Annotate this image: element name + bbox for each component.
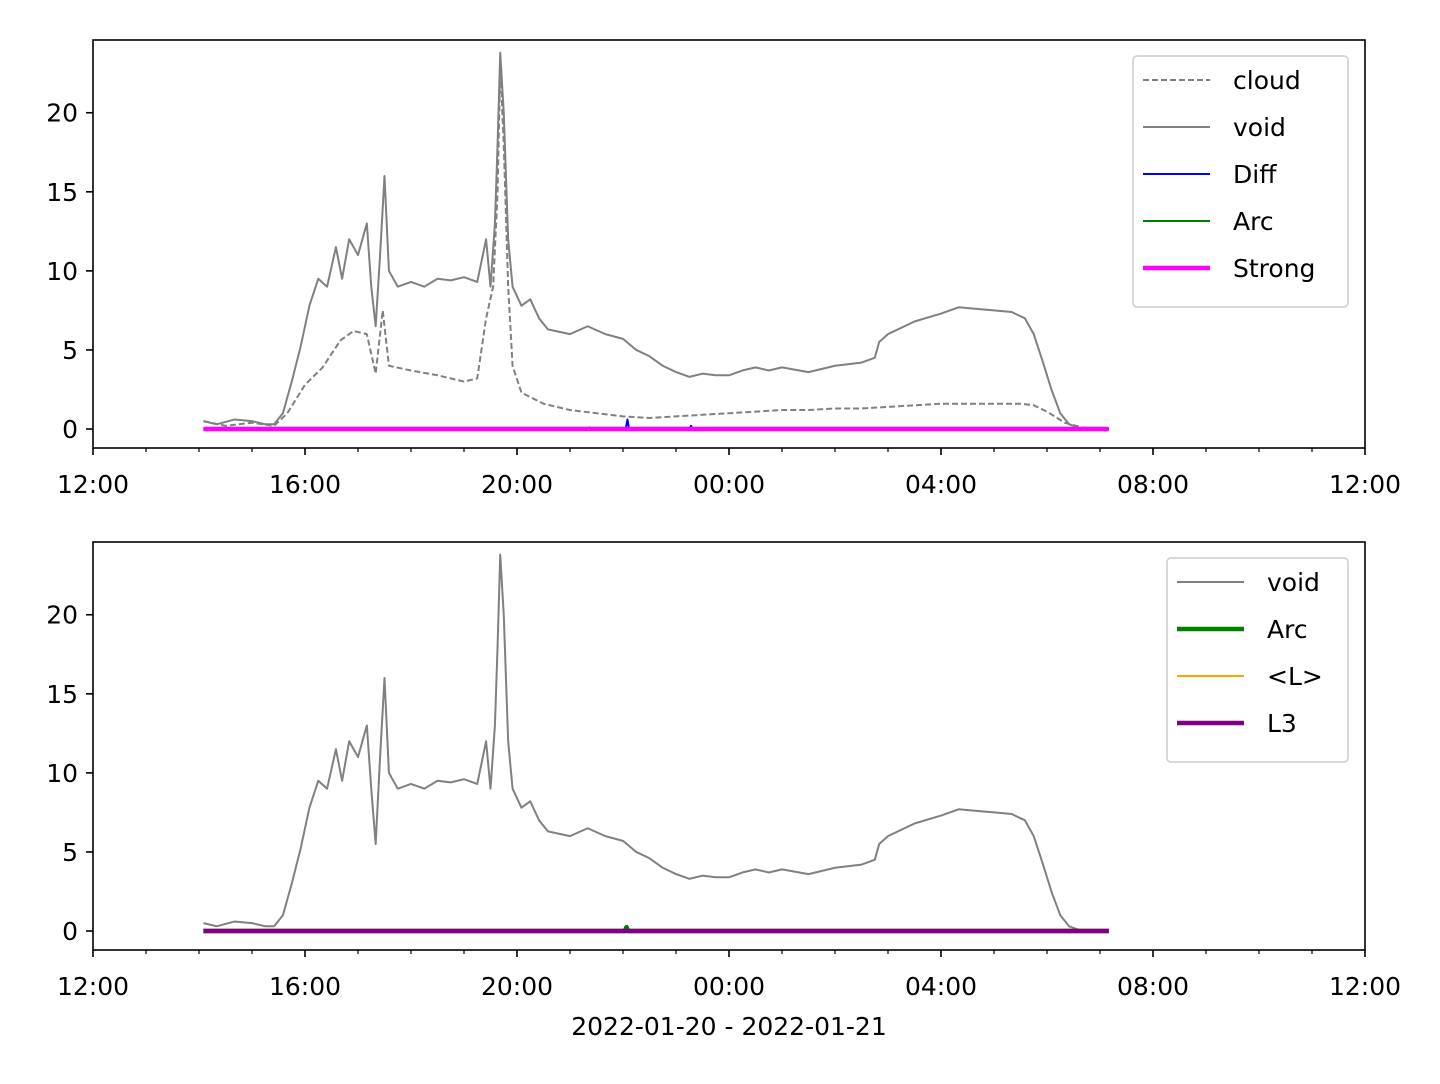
x-tick-label: 12:00 — [57, 470, 129, 499]
x-tick-label: 16:00 — [269, 470, 341, 499]
y-tick-label: 5 — [62, 838, 78, 867]
x-tick-label: 16:00 — [269, 972, 341, 1001]
bottom-panel: 0 5 10 15 20 12:00 16:00 20:00 00:00 04:00 08:00 12… — [46, 541, 1401, 1001]
y-tick-label: 15 — [46, 178, 78, 207]
y-tick-label: 15 — [46, 680, 78, 709]
legend-label: Strong — [1233, 254, 1315, 283]
y-tick-label: 0 — [62, 917, 78, 946]
y-tick-label: 10 — [46, 257, 78, 286]
top-panel: 0 5 10 15 20 12:00 16:00 20:00 00:00 04:00 08:00 12… — [46, 39, 1401, 499]
x-tick-label: 20:00 — [481, 470, 553, 499]
y-tick-label: 20 — [46, 601, 78, 630]
legend-label: void — [1233, 113, 1286, 142]
legend: void Arc <L> L3 — [1166, 557, 1349, 763]
y-tick-label: 0 — [62, 415, 78, 444]
x-tick-label: 12:00 — [1329, 972, 1401, 1001]
legend-label: Arc — [1267, 615, 1308, 644]
x-tick-label: 08:00 — [1117, 972, 1189, 1001]
series-line-cloud — [203, 64, 1109, 431]
legend-frame — [1166, 557, 1349, 763]
x-axis-label: 2022-01-20 - 2022-01-21 — [571, 1012, 887, 1041]
x-tick-label: 00:00 — [693, 972, 765, 1001]
x-tick-label: 12:00 — [57, 972, 129, 1001]
x-tick-label: 08:00 — [1117, 470, 1189, 499]
x-tick-label: 12:00 — [1329, 470, 1401, 499]
x-tick-label: 00:00 — [693, 470, 765, 499]
legend-label: Arc — [1233, 207, 1274, 236]
legend-label: L3 — [1267, 709, 1297, 738]
legend-label: Diff — [1233, 160, 1277, 189]
series-line-void — [203, 51, 1109, 431]
x-tick-label: 04:00 — [905, 972, 977, 1001]
y-tick-label: 5 — [62, 336, 78, 365]
legend-frame — [1132, 55, 1349, 308]
x-tick-label: 20:00 — [481, 972, 553, 1001]
series-line-void — [203, 553, 1109, 933]
legend-label: void — [1267, 568, 1320, 597]
y-tick-label: 20 — [46, 99, 78, 128]
x-tick-label: 04:00 — [905, 470, 977, 499]
y-tick-label: 10 — [46, 759, 78, 788]
legend: cloud void Diff Arc Strong — [1132, 55, 1349, 308]
legend-label: cloud — [1233, 66, 1301, 95]
legend-label: <L> — [1267, 662, 1323, 691]
